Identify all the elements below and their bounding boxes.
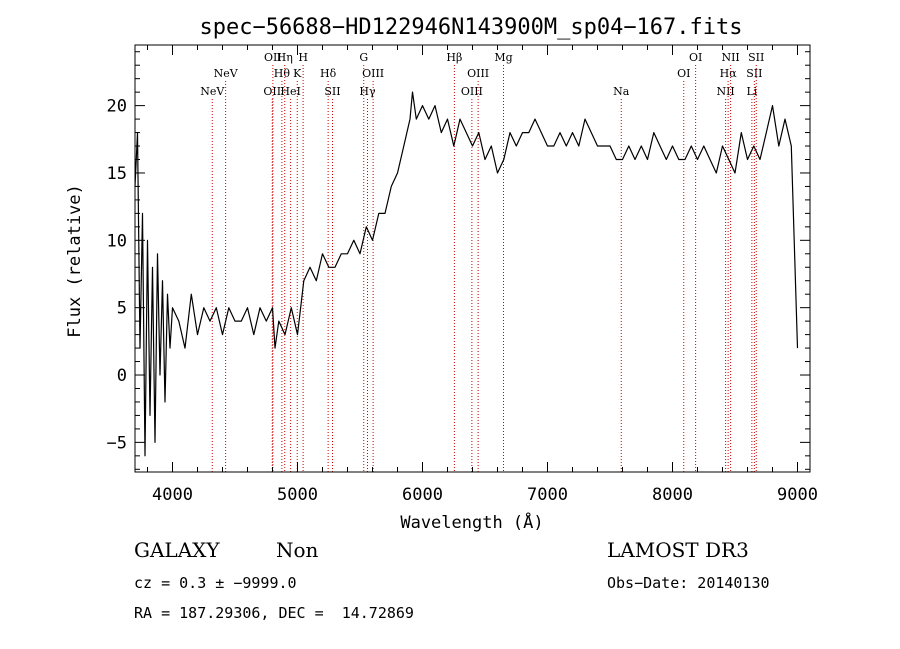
subclass-label: Non — [276, 538, 319, 562]
emission-line-label: NII — [716, 85, 734, 98]
emission-line-label: NeV — [214, 67, 239, 80]
x-tick-label: 5000 — [277, 485, 318, 505]
emission-line-label: SII — [324, 85, 340, 98]
obs-date-readout: Obs−Date: 20140130 — [607, 574, 770, 592]
coordinates-readout: RA = 187.29306, DEC = 14.72869 — [134, 604, 414, 622]
x-tick-label: 4000 — [152, 485, 193, 505]
emission-line-label: OI — [677, 67, 690, 80]
y-tick-label: 5 — [117, 299, 127, 319]
emission-line-label: HeI — [280, 85, 300, 98]
emission-line-label: NeV — [200, 85, 225, 98]
emission-line-label: OIII — [461, 85, 483, 98]
cz-readout: cz = 0.3 ± −9999.0 — [134, 574, 297, 592]
y-tick-label: 20 — [107, 97, 127, 117]
y-tick-label: 10 — [107, 231, 127, 251]
emission-line-label: Mg — [494, 51, 512, 64]
emission-line-label: Li — [746, 85, 757, 98]
emission-line-label: OIII — [467, 67, 489, 80]
class-label: GALAXY — [134, 538, 220, 562]
emission-line-label: Hη — [277, 51, 293, 64]
axis-ticks: 4000 5000 6000 7000 8000 9000 −5 0 5 10 15 20 — [107, 45, 818, 505]
emission-line-label: OII — [264, 51, 282, 64]
emission-line-label: Hβ — [446, 51, 462, 64]
y-tick-label: 0 — [117, 366, 127, 386]
x-tick-label: 8000 — [652, 485, 693, 505]
spectrum-line — [134, 91, 799, 457]
x-tick-label: 6000 — [402, 485, 443, 505]
emission-line-label: OII — [263, 85, 281, 98]
chart-title: spec−56688−HD122946N143900M_sp04−167.fit… — [199, 15, 742, 40]
emission-line-label: OI — [689, 51, 702, 64]
emission-line-label: SII — [748, 51, 764, 64]
emission-line-label: SII — [746, 67, 762, 80]
emission-line-label: Hα — [720, 67, 738, 80]
y-tick-label: −5 — [107, 433, 127, 453]
emission-line-label: OIII — [362, 67, 384, 80]
emission-line-label: NII — [721, 51, 739, 64]
emission-line-label: Hθ — [274, 67, 291, 80]
emission-line-label: Na — [613, 85, 630, 98]
x-axis-label: Wavelength (Å) — [400, 511, 543, 533]
emission-line-label: H — [298, 51, 308, 64]
emission-line-label: Hδ — [320, 67, 337, 80]
emission-line-label: G — [359, 51, 368, 64]
y-tick-label: 15 — [107, 164, 127, 184]
plot-frame — [134, 44, 811, 473]
emission-lines: NeV NeV OII OII Hθ Hη HeI KH Hδ SII G Hγ OIII Hβ OIII O… — [200, 51, 764, 472]
emission-line-label: Hγ — [359, 85, 376, 98]
y-axis-label: Flux (relative) — [65, 184, 85, 338]
x-tick-label: 9000 — [777, 485, 818, 505]
emission-line-label: K — [293, 67, 302, 80]
survey-label: LAMOST DR3 — [607, 538, 749, 562]
x-tick-label: 7000 — [527, 485, 568, 505]
spectrum — [134, 91, 799, 457]
